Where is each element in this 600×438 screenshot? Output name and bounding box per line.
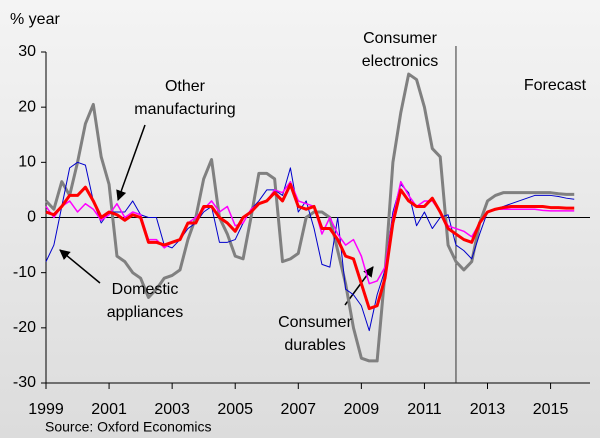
x-tick-label: 2015 xyxy=(533,401,569,418)
x-tick-label: 2001 xyxy=(91,401,127,418)
forecast-label: Forecast xyxy=(523,77,587,94)
x-tick-label: 1999 xyxy=(28,401,64,418)
y-tick-label: 30 xyxy=(18,43,36,60)
x-tick-label: 2005 xyxy=(217,401,253,418)
annotation: Domestic appliances xyxy=(106,281,184,321)
y-tick-label: -20 xyxy=(13,319,36,336)
y-tick-label: 20 xyxy=(18,98,36,115)
x-tick-label: 2003 xyxy=(154,401,190,418)
annotation: Consumer electronics xyxy=(361,30,439,70)
arrow xyxy=(116,124,146,201)
y-tick-label: 0 xyxy=(27,209,36,226)
series-line xyxy=(45,182,575,311)
y-tick-label: -10 xyxy=(13,264,36,281)
annotation: Consumer durables xyxy=(278,314,352,354)
arrow xyxy=(59,249,101,284)
y-tick-label: 10 xyxy=(18,154,36,171)
y-tick-label: -30 xyxy=(13,374,36,391)
annotation: Other manufacturing xyxy=(134,78,236,118)
source: Source: Oxford Economics xyxy=(45,419,212,435)
x-tick-label: 2011 xyxy=(407,401,442,418)
y-axis-label: % year xyxy=(10,11,60,28)
x-tick-label: 2009 xyxy=(344,401,380,418)
x-tick-label: 2013 xyxy=(470,401,506,418)
x-tick-label: 2007 xyxy=(280,401,316,418)
